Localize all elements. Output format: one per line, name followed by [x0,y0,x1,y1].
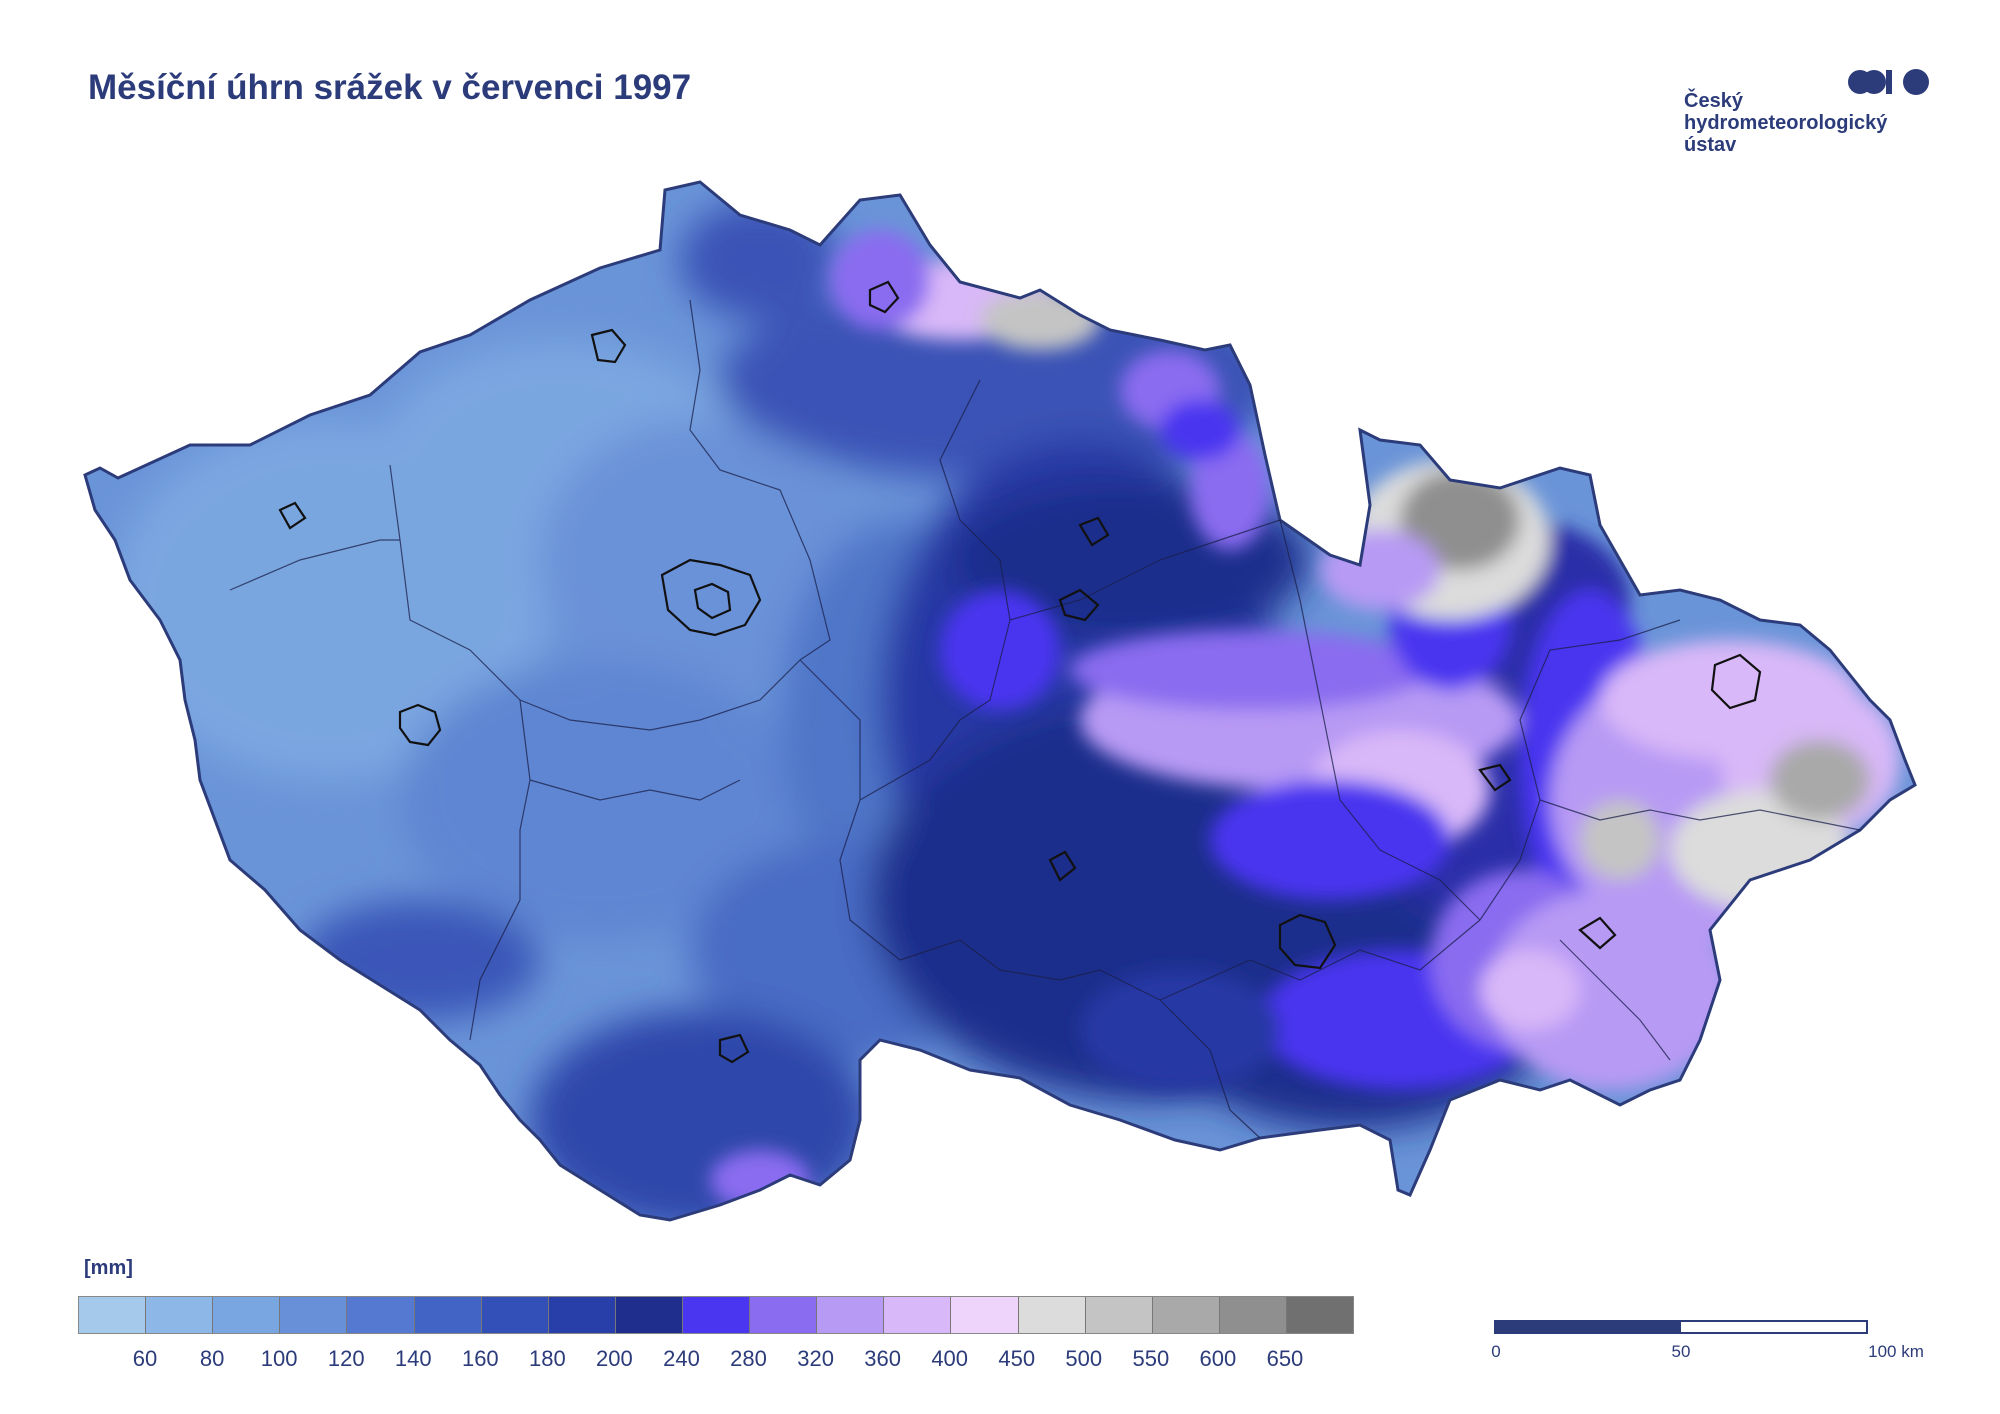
legend-swatch [1152,1297,1220,1333]
legend-label: 400 [931,1346,969,1371]
legend-labels: 60 80 100 120 140 160 180 200 240 280 320 360 400 450… [78,1346,1352,1376]
logo-text: Český hydrometeorologický ústav [1684,90,1887,156]
scale-bar-graphic [1494,1320,1868,1334]
legend-swatch [213,1297,281,1333]
legend-swatch [280,1297,348,1333]
legend-label: 180 [529,1346,566,1371]
scale-label-0: 0 [1491,1342,1501,1361]
legend-swatch [682,1297,751,1333]
legend-label: 550 [1132,1346,1170,1371]
scale-bar-fill [1496,1322,1681,1332]
legend-label: 160 [461,1346,499,1371]
legend-label: 280 [730,1346,767,1371]
legend-label: 140 [394,1346,432,1371]
legend-swatch [548,1297,616,1333]
logo-line-1: Český [1684,90,1743,112]
legend-label: 360 [864,1346,901,1371]
legend-swatch [1018,1297,1086,1333]
legend-label: 240 [663,1346,700,1371]
legend-swatch [817,1297,885,1333]
logo-mark-icon [1848,69,1929,95]
legend-label: 450 [998,1346,1036,1371]
legend-swatch [79,1297,147,1333]
legend-label: 600 [1199,1346,1237,1371]
legend-swatch [146,1297,214,1333]
legend-swatch [347,1297,415,1333]
legend-label: 500 [1065,1346,1103,1371]
legend-label: 650 [1266,1346,1304,1371]
legend-swatch [951,1297,1019,1333]
legend-label: 60 [132,1346,158,1371]
legend-swatch [1085,1297,1153,1333]
legend-swatch [1219,1297,1287,1333]
legend-label: 200 [596,1346,633,1371]
scale-label-50: 50 [1671,1342,1691,1361]
legend-swatch [750,1297,818,1333]
legend-label: 120 [327,1346,365,1371]
logo-line-3: ústav [1684,134,1737,156]
legend-swatch [884,1297,952,1333]
legend-swatch [615,1297,683,1333]
legend-color-bar [78,1296,1354,1334]
scale-label-100: 100 km [1868,1342,1924,1361]
legend-swatch [1286,1297,1354,1333]
map-title: Měsíční úhrn srážek v červenci 1997 [88,68,692,107]
legend-label: 100 [260,1346,298,1371]
legend-swatch [414,1297,482,1333]
chmu-logo: Český hydrometeorologický ústav [1684,68,1934,168]
legend-label: 80 [199,1346,225,1371]
legend-swatch [481,1297,549,1333]
logo-line-2: hydrometeorologický [1684,112,1888,134]
legend-label: 320 [797,1346,834,1371]
scale-bar: 0 50 100 km [1491,1320,1924,1380]
legend-unit: [mm] [84,1257,133,1279]
